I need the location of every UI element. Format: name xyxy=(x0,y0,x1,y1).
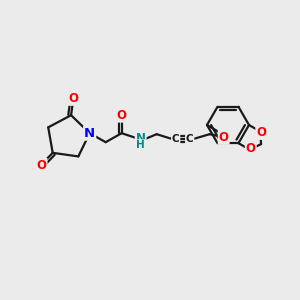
Text: O: O xyxy=(37,159,46,172)
Text: O: O xyxy=(246,142,256,155)
Text: O: O xyxy=(117,109,127,122)
Text: O: O xyxy=(219,131,229,144)
Text: H: H xyxy=(136,140,145,150)
Text: O: O xyxy=(68,92,78,105)
Text: C: C xyxy=(186,134,194,144)
Text: O: O xyxy=(256,126,266,139)
Text: N: N xyxy=(84,127,95,140)
Text: C: C xyxy=(172,134,179,144)
Text: N: N xyxy=(136,132,146,145)
